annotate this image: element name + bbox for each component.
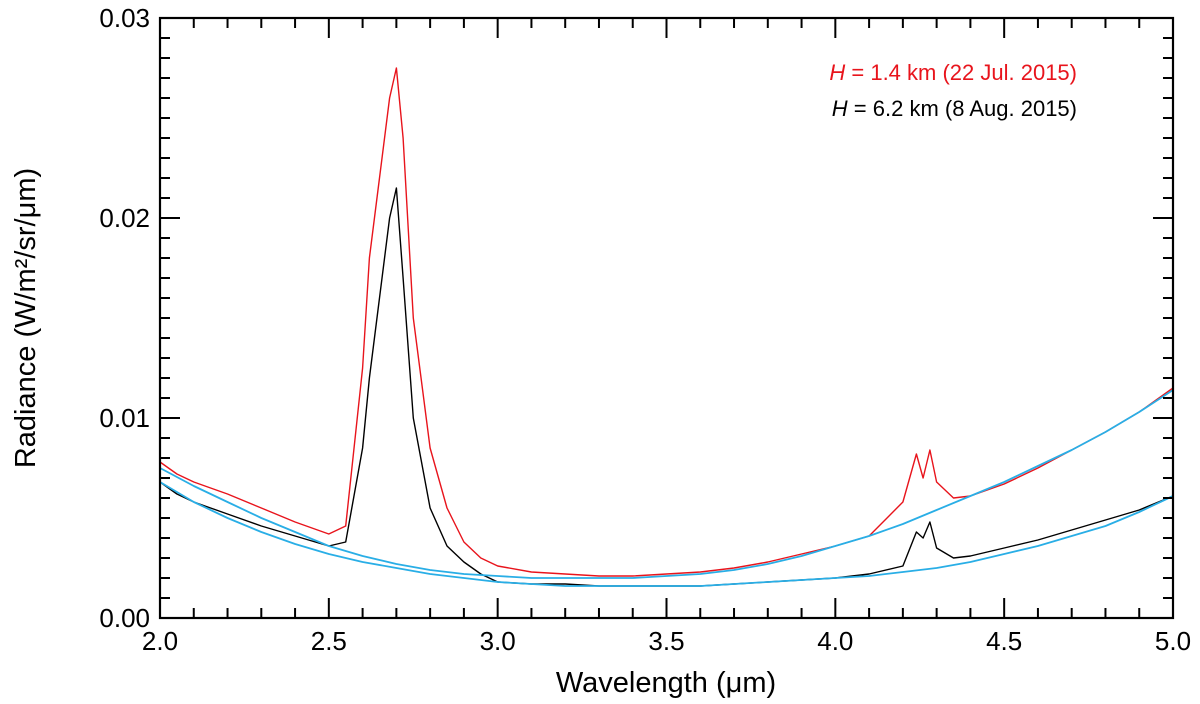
y-tick-label: 0.01 [99, 403, 150, 433]
legend-entry-1: H = 1.4 km (22 Jul. 2015) [829, 60, 1077, 85]
x-tick-label: 5.0 [1155, 626, 1191, 656]
series-line-2 [159, 187, 1174, 587]
y-tick-label: 0.03 [99, 3, 150, 33]
series-line-3 [159, 389, 1174, 579]
legend-text: = 1.4 km (22 Jul. 2015) [845, 60, 1077, 85]
x-tick-label: 2.5 [311, 626, 347, 656]
series-line-1 [159, 67, 1174, 577]
y-tick-label: 0.02 [99, 203, 150, 233]
x-tick-label: 4.0 [817, 626, 853, 656]
x-tick-label: 4.5 [986, 626, 1022, 656]
x-tick-label: 3.5 [648, 626, 684, 656]
legend-symbol: H [829, 60, 845, 85]
series-layer [159, 67, 1174, 587]
x-tick-label: 2.0 [142, 626, 178, 656]
legend-symbol: H [832, 96, 848, 121]
x-axis-title: Wavelength (μm) [556, 667, 776, 699]
x-tick-label: 3.0 [480, 626, 516, 656]
legend-entry-2: H = 6.2 km (8 Aug. 2015) [832, 96, 1077, 121]
ticks-layer: 2.0 2.5 3.0 3.5 4.0 4.5 5.0 0.00 0.01 0.02 0.03 [99, 3, 1191, 656]
legend: H = 1.4 km (22 Jul. 2015)H = 6.2 km (8 A… [829, 60, 1077, 121]
series-line-4 [159, 481, 1174, 587]
legend-text: = 6.2 km (8 Aug. 2015) [848, 96, 1077, 121]
y-tick-label: 0.00 [99, 603, 150, 633]
y-axis-title: Radiance (W/m²/sr/μm) [10, 168, 42, 468]
